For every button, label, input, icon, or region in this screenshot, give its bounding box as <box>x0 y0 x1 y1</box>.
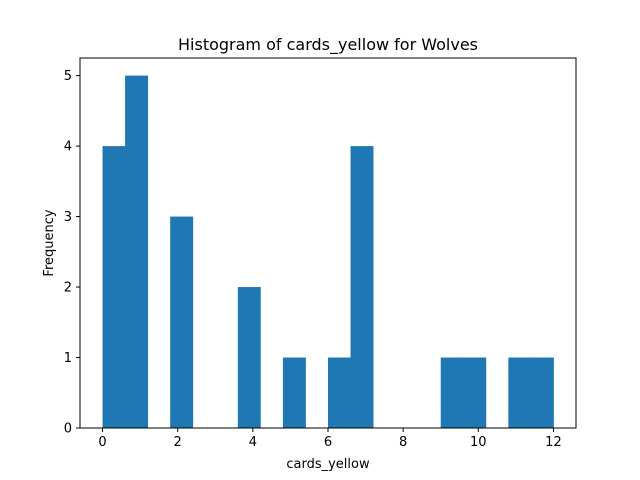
x-tick-label: 8 <box>399 435 407 450</box>
x-tick-label: 12 <box>545 435 562 450</box>
x-tick-label: 4 <box>249 435 257 450</box>
x-tick-label: 2 <box>174 435 182 450</box>
y-tick-label: 4 <box>64 140 72 155</box>
histogram-bar <box>328 357 351 428</box>
x-tick-label: 6 <box>324 435 332 450</box>
histogram-bar <box>125 75 149 428</box>
y-tick-label: 0 <box>64 422 72 437</box>
y-tick-label: 2 <box>64 281 72 296</box>
y-tick-label: 5 <box>64 69 72 84</box>
histogram-bar <box>463 357 487 428</box>
y-axis-label: Frequency <box>42 209 57 276</box>
histogram-bars <box>102 75 554 428</box>
histogram-bar <box>350 146 374 428</box>
y-tick-label: 1 <box>64 351 72 366</box>
histogram-bar <box>237 287 261 428</box>
histogram-bar <box>102 146 126 428</box>
histogram-bar <box>282 357 306 428</box>
plot-area-frame <box>79 57 577 429</box>
x-axis-label: cards_yellow <box>286 457 370 472</box>
x-tick-label: 0 <box>98 435 106 450</box>
y-tick-label: 3 <box>64 210 72 225</box>
histogram-bar <box>530 357 554 428</box>
x-tick-label: 10 <box>470 435 487 450</box>
histogram-bar <box>440 357 464 428</box>
histogram-bar <box>508 357 532 428</box>
chart-title: Histogram of cards_yellow for Wolves <box>178 35 478 55</box>
histogram-bar <box>170 216 194 428</box>
